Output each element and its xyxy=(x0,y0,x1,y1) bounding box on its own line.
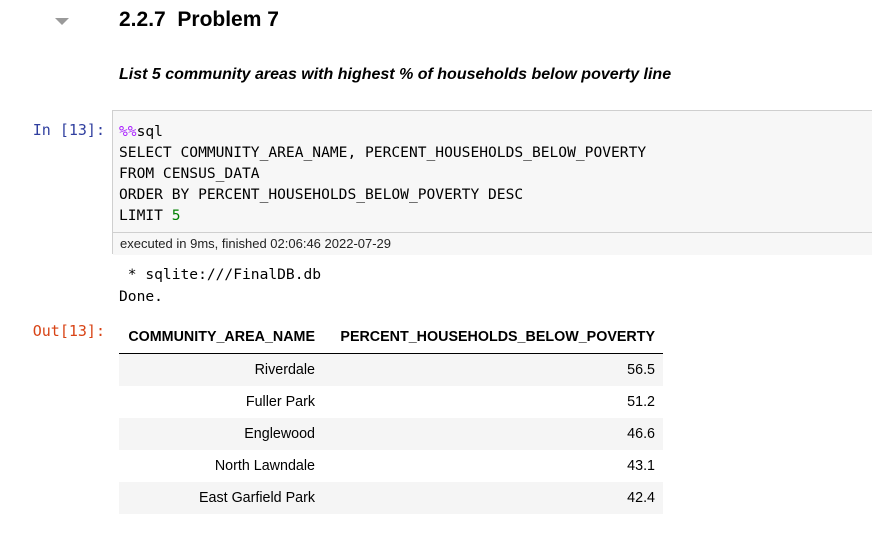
poverty-percent-cell: 42.4 xyxy=(323,482,663,514)
community-area-name-cell: East Garfield Park xyxy=(119,482,323,514)
community-area-name-cell: Riverdale xyxy=(119,353,323,386)
section-heading: 2.2.7 Problem 7 xyxy=(119,8,279,32)
execution-info: executed in 9ms, finished 02:06:46 2022-… xyxy=(120,236,392,251)
community-area-name-cell: Fuller Park xyxy=(245,394,315,410)
section-number: 2.2.7 xyxy=(119,8,166,31)
cell-stdout: * sqlite:///FinalDB.db Done. xyxy=(119,264,321,308)
community-area-name-cell: North Lawndale xyxy=(214,458,315,474)
column-header-community-area-name: COMMUNITY_AREA_NAME xyxy=(119,321,323,354)
stdout-connection-line: * sqlite:///FinalDB.db xyxy=(119,266,322,283)
code-line-select: SELECT COMMUNITY_AREA_NAME, PERCENT_HOUS… xyxy=(119,144,647,161)
section-title: Problem 7 xyxy=(177,8,279,31)
poverty-percent-cell: 51.2 xyxy=(627,394,655,410)
table-row: Fuller Park 51.2 xyxy=(119,386,663,418)
poverty-percent-cell: 46.6 xyxy=(323,418,663,450)
section-subheading: List 5 community areas with highest % of… xyxy=(119,66,672,83)
sql-magic-command: sql xyxy=(136,123,163,140)
poverty-percent-cell: 43.1 xyxy=(627,458,655,474)
table-row: Riverdale 56.5 xyxy=(119,353,663,386)
table-row: North Lawndale 43.1 xyxy=(119,450,663,482)
column-header-percent-households-below-poverty: PERCENT_HOUSEHOLDS_BELOW_POVERTY xyxy=(323,321,663,354)
code-line-from: FROM CENSUS_DATA xyxy=(119,165,260,182)
sql-magic: %% xyxy=(119,123,137,140)
community-area-name-cell: Englewood xyxy=(119,418,323,450)
collapse-caret-icon[interactable] xyxy=(55,18,69,25)
code-cell[interactable]: %%sql SELECT COMMUNITY_AREA_NAME, PERCEN… xyxy=(112,110,872,255)
input-prompt: In [13]: xyxy=(32,121,105,139)
table-row: East Garfield Park 42.4 xyxy=(119,482,663,514)
code-line-order: ORDER BY PERCENT_HOUSEHOLDS_BELOW_POVERT… xyxy=(119,186,524,203)
output-prompt: Out[13]: xyxy=(32,322,105,340)
stdout-done-line: Done. xyxy=(119,288,163,305)
table-row: Englewood 46.6 xyxy=(119,418,663,450)
code-editor[interactable]: %%sql SELECT COMMUNITY_AREA_NAME, PERCEN… xyxy=(119,121,646,226)
poverty-percent-cell: 56.5 xyxy=(323,353,663,386)
table-header-row: COMMUNITY_AREA_NAME PERCENT_HOUSEHOLDS_B… xyxy=(119,321,663,354)
result-table: COMMUNITY_AREA_NAME PERCENT_HOUSEHOLDS_B… xyxy=(119,321,663,514)
code-line-limit-value: 5 xyxy=(171,207,181,224)
execution-time-bar: executed in 9ms, finished 02:06:46 2022-… xyxy=(113,232,872,255)
code-line-limit-keyword: LIMIT xyxy=(119,207,172,224)
